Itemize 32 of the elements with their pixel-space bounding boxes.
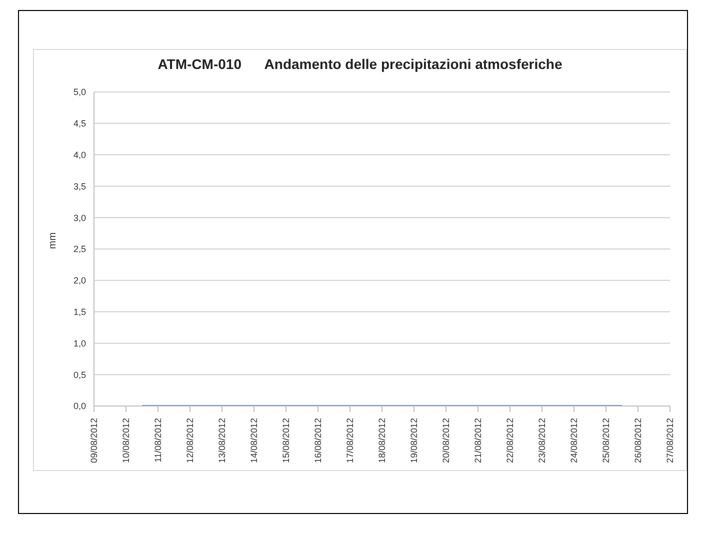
x-tick-label: 14/08/2012 [249, 418, 259, 464]
x-tick-label: 26/08/2012 [633, 418, 643, 464]
y-tick-label: 1,5 [73, 306, 86, 317]
x-tick-label: 25/08/2012 [601, 418, 611, 464]
y-tick-label: 0,5 [73, 370, 86, 380]
x-tick-label: 17/08/2012 [345, 418, 355, 464]
x-tick-label: 13/08/2012 [217, 418, 227, 464]
y-tick-label: 2,0 [73, 276, 86, 286]
x-tick-label: 15/08/2012 [281, 418, 291, 464]
x-tick-label: 23/08/2012 [537, 418, 547, 464]
y-tick-label: 4,5 [73, 118, 86, 129]
y-axis-title: mm [48, 232, 59, 249]
x-tick-label: 27/08/2012 [665, 418, 675, 464]
y-tick-label: 3,0 [73, 212, 86, 223]
x-tick-label: 21/08/2012 [473, 418, 483, 464]
x-tick-label: 10/08/2012 [121, 418, 131, 464]
y-tick-label: 0,0 [73, 401, 86, 412]
x-tick-label: 18/08/2012 [377, 418, 387, 464]
y-tick-label: 3,5 [73, 181, 86, 192]
y-tick-label: 4,0 [73, 150, 86, 160]
x-tick-label: 24/08/2012 [569, 418, 579, 464]
x-tick-label: 22/08/2012 [505, 418, 515, 464]
y-tick-label: 1,0 [73, 338, 86, 348]
x-tick-label: 20/08/2012 [441, 418, 451, 464]
y-tick-label: 2,5 [73, 244, 86, 254]
x-tick-label: 11/08/2012 [153, 418, 163, 462]
y-tick-label: 5,0 [73, 87, 86, 98]
x-tick-label: 16/08/2012 [313, 418, 323, 464]
x-tick-label: 19/08/2012 [409, 418, 419, 464]
x-tick-label: 12/08/2012 [185, 418, 195, 464]
x-tick-label: 09/08/2012 [89, 418, 99, 464]
chart-title: ATM-CM-010 Andamento delle precipitazioni atmosferiche [156, 56, 564, 72]
